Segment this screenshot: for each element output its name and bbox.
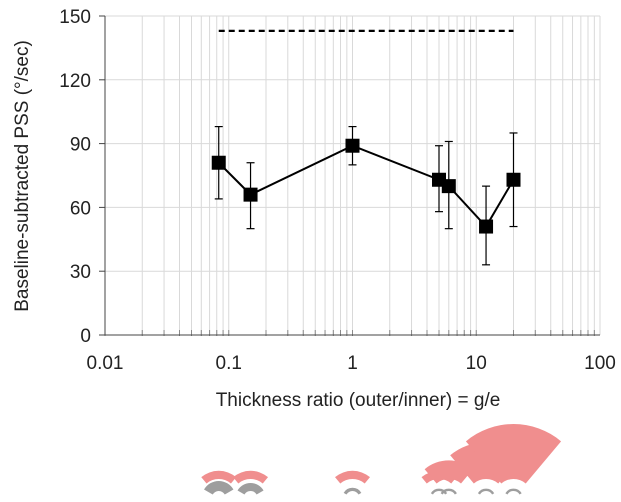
- data-point: [211, 155, 226, 170]
- data-point: [506, 172, 521, 187]
- x-tick-label: 0.01: [87, 353, 124, 374]
- y-tick-label: 120: [59, 71, 91, 92]
- y-tick-label: 150: [59, 7, 91, 28]
- inner-ring-shape: [477, 488, 495, 495]
- inner-ring-shape: [430, 488, 448, 495]
- y-tick-label: 90: [70, 135, 91, 156]
- cross-section-schematics: [201, 424, 562, 495]
- inner-ring-shape: [505, 488, 522, 495]
- inner-ring-shape: [237, 483, 264, 495]
- inner-ring-shape: [204, 481, 234, 495]
- outer-arc-shape: [233, 470, 269, 484]
- data-point: [441, 179, 456, 194]
- x-axis-title: Thickness ratio (outer/inner) = g/e: [216, 390, 501, 411]
- tick-labels: 0.01 0.1 1 10 100 0 30 60 90 120 150: [59, 7, 616, 374]
- outer-arc-shape: [465, 424, 562, 484]
- y-axis-title: Baseline-subtracted PSS (°/sec): [12, 40, 33, 312]
- y-tick-label: 0: [80, 326, 91, 347]
- y-tick-label: 30: [70, 262, 91, 283]
- data-point: [243, 187, 258, 202]
- outer-arc-shape: [335, 470, 370, 484]
- x-tick-label: 10: [466, 353, 487, 374]
- inner-ring-shape: [440, 488, 457, 495]
- grid: [104, 15, 601, 336]
- data-point: [479, 219, 494, 234]
- inner-ring-shape: [343, 487, 362, 495]
- series-line: [218, 144, 515, 229]
- x-tick-label: 100: [584, 353, 616, 374]
- axes: [99, 15, 600, 336]
- error-bars: [214, 125, 518, 266]
- data-points: [211, 138, 521, 234]
- y-tick-label: 60: [70, 198, 91, 219]
- series-polyline: [218, 144, 515, 229]
- x-tick-label: 1: [347, 353, 358, 374]
- outer-arc-shape: [201, 470, 237, 484]
- data-point: [345, 138, 360, 153]
- x-tick-label: 0.1: [216, 353, 242, 374]
